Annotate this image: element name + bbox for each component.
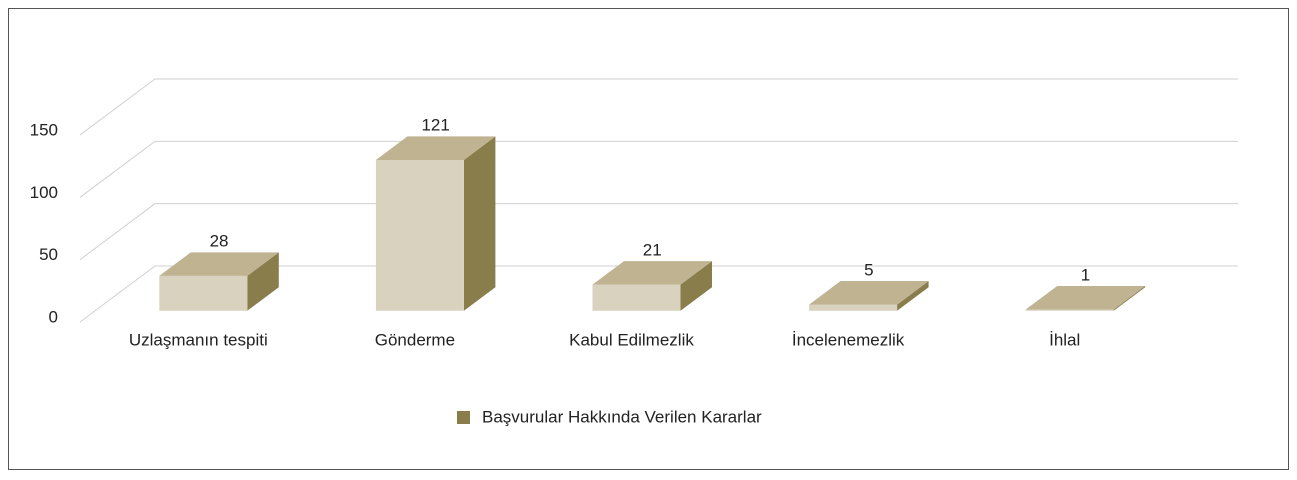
- bar-front: [809, 304, 898, 311]
- value-label: 1: [1081, 265, 1090, 284]
- x-tick-label: İncelenemezlik: [792, 330, 905, 349]
- y-tick-label: 100: [30, 183, 58, 202]
- y-tick-label: 0: [49, 307, 58, 326]
- value-label: 21: [643, 240, 662, 259]
- chart-frame: [8, 8, 1289, 470]
- bar-side: [897, 281, 929, 311]
- value-label: 5: [864, 260, 873, 279]
- bar-side: [680, 261, 712, 311]
- value-label: 28: [210, 232, 229, 251]
- grid-line: [79, 140, 1238, 198]
- y-tick-label: 150: [30, 120, 58, 139]
- bar-side: [463, 136, 496, 311]
- bar-top: [1025, 286, 1146, 310]
- bar-front: [1025, 309, 1114, 311]
- x-tick-label: Uzlaşmanın tespiti: [129, 330, 268, 349]
- bar-top: [375, 136, 496, 160]
- grid-line: [79, 78, 1238, 136]
- bar-front: [375, 159, 464, 311]
- x-tick-label: Kabul Edilmezlik: [569, 330, 694, 349]
- x-tick-label: Gönderme: [375, 330, 455, 349]
- grid-line: [79, 203, 1238, 261]
- value-label: 121: [421, 116, 449, 135]
- bar-front: [159, 275, 248, 311]
- bar-top: [809, 281, 929, 305]
- bar-front: [592, 284, 681, 311]
- bar-side: [1113, 286, 1146, 311]
- bar-top: [592, 261, 712, 285]
- bar-side: [247, 252, 279, 311]
- grid-line: [79, 265, 1238, 323]
- y-tick-label: 50: [39, 245, 58, 264]
- legend-swatch: [457, 411, 470, 424]
- bar-top: [159, 252, 279, 276]
- legend-label: Başvurular Hakkında Verilen Kararlar: [482, 407, 762, 426]
- x-tick-label: İhlal: [1049, 330, 1080, 349]
